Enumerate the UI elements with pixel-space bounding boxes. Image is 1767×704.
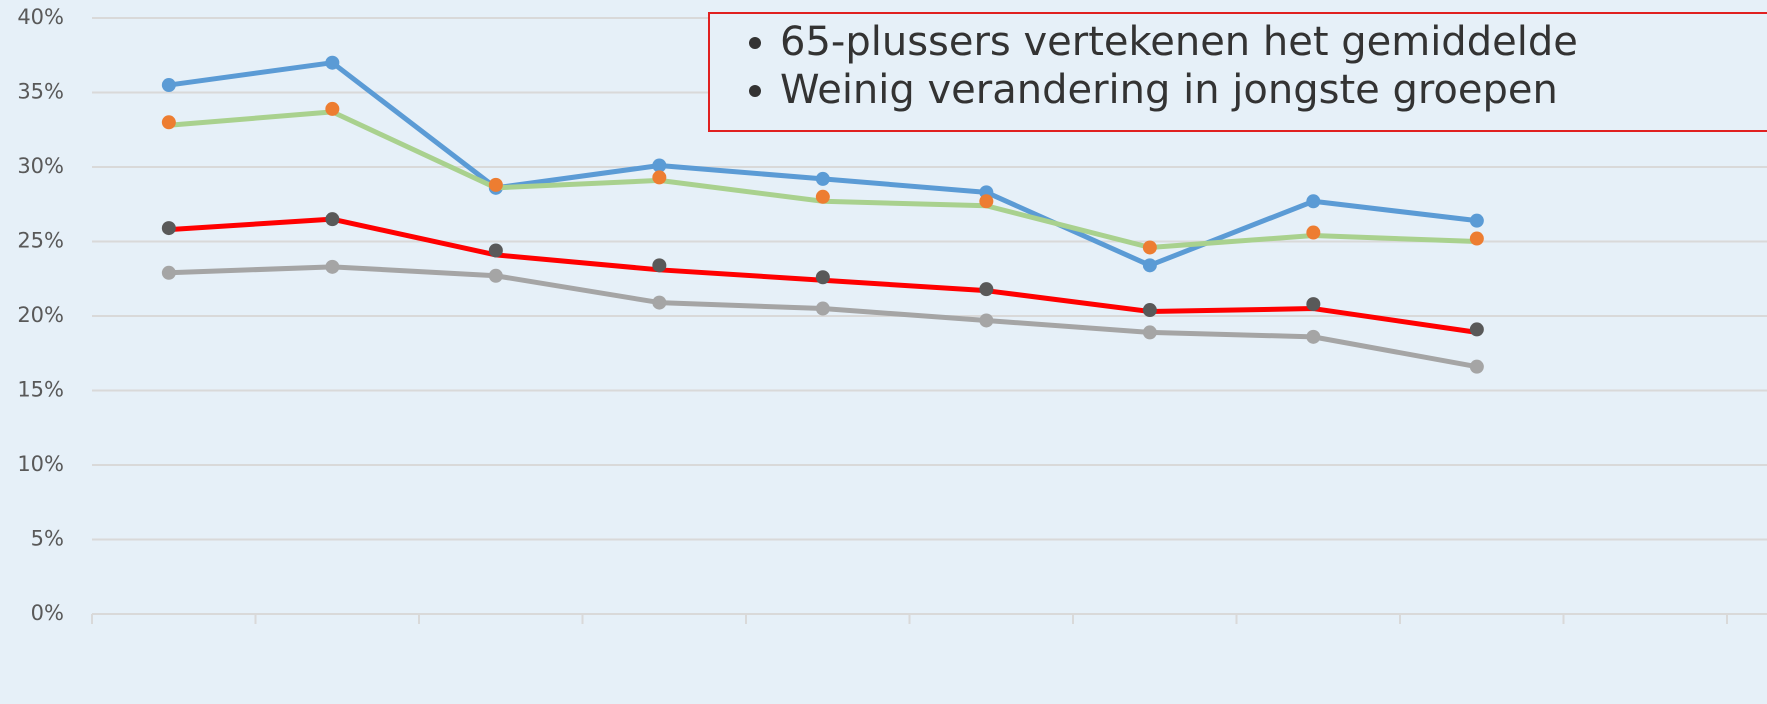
point — [161, 265, 176, 280]
point — [325, 101, 340, 116]
point — [652, 258, 667, 273]
point — [652, 170, 667, 185]
y-tick-label: 25% — [17, 229, 64, 253]
y-tick-label: 40% — [17, 5, 64, 29]
annotation: 65-plussers vertekenen het gemiddelde — [780, 18, 1767, 66]
point — [815, 171, 830, 186]
point — [815, 270, 830, 285]
point — [815, 189, 830, 204]
annotation-list: 65-plussers vertekenen het gemiddelde We… — [710, 18, 1767, 114]
point — [161, 221, 176, 236]
point — [815, 301, 830, 316]
point — [325, 259, 340, 274]
point — [1306, 194, 1321, 209]
point — [1142, 303, 1157, 318]
point — [488, 177, 503, 192]
point — [979, 194, 994, 209]
y-tick-label: 35% — [17, 80, 64, 104]
y-tick-label: 30% — [17, 154, 64, 178]
point — [652, 295, 667, 310]
point — [1469, 213, 1484, 228]
point — [1306, 297, 1321, 312]
point — [1306, 329, 1321, 344]
point — [1142, 325, 1157, 340]
point — [1306, 225, 1321, 240]
point — [1469, 359, 1484, 374]
annotation-box: 65-plussers vertekenen het gemiddelde We… — [708, 12, 1767, 132]
annotation: Weinig verandering in jongste groepen — [780, 66, 1767, 114]
point — [325, 55, 340, 70]
point — [1469, 322, 1484, 337]
y-tick-label: 0% — [31, 601, 64, 625]
point — [161, 78, 176, 93]
y-tick-label: 15% — [17, 378, 64, 402]
point — [1469, 231, 1484, 246]
point — [652, 158, 667, 173]
y-tick-label: 10% — [17, 452, 64, 476]
point — [325, 212, 340, 227]
point — [979, 282, 994, 297]
point — [979, 313, 994, 328]
point — [1142, 240, 1157, 255]
point — [488, 243, 503, 258]
point — [488, 268, 503, 283]
y-tick-label: 5% — [31, 527, 64, 551]
point — [1142, 258, 1157, 273]
y-tick-label: 20% — [17, 303, 64, 327]
point — [161, 115, 176, 130]
